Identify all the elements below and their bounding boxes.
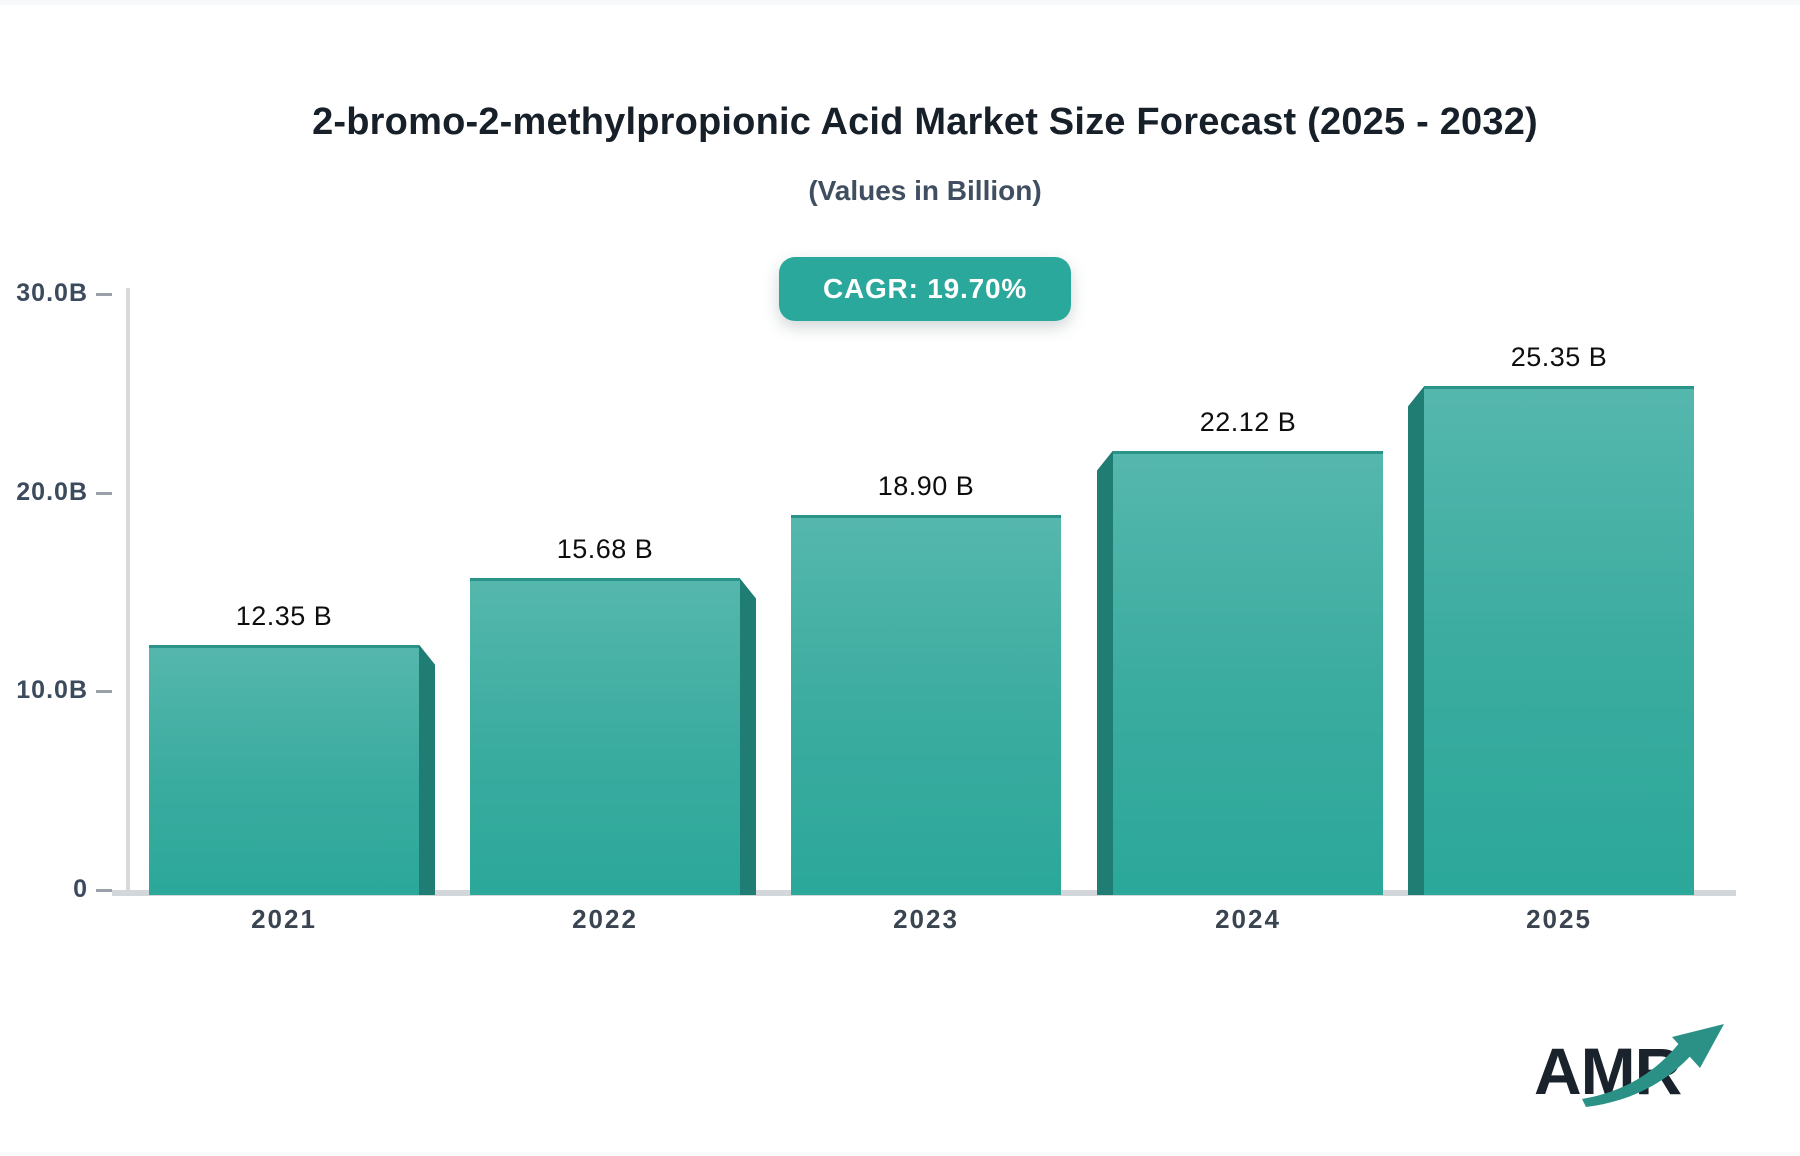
y-axis-tick-label: 0 — [73, 875, 88, 903]
x-axis-label: 2021 — [251, 904, 317, 934]
y-axis-tick-label: 20.0B — [16, 477, 88, 506]
x-axis-label: 2024 — [1215, 904, 1281, 934]
x-axis-label: 2022 — [572, 904, 638, 934]
x-axis-label: 2025 — [1526, 904, 1592, 934]
bar-2022[interactable] — [470, 578, 740, 895]
cagr-badge: CAGR: 19.70% — [779, 257, 1071, 321]
bar-2025[interactable] — [1424, 386, 1694, 895]
bar-side-panel — [419, 644, 435, 895]
x-axis-label: 2023 — [893, 904, 959, 934]
cagr-badge-label: CAGR: 19.70% — [822, 273, 1028, 304]
amr-logo: AMR — [1534, 1024, 1724, 1108]
bar-side-panel — [1097, 450, 1113, 895]
bar-value-label: 18.90 B — [877, 470, 975, 501]
bar-value-label: 25.35 B — [1510, 342, 1608, 373]
bar-value-label: 15.68 B — [556, 534, 654, 565]
chart-title: 2-bromo-2-methylpropionic Acid Market Si… — [312, 101, 1538, 143]
y-axis-tick-mark — [96, 690, 112, 694]
bar-value-label: 12.35 B — [235, 600, 333, 631]
y-axis-tick-mark — [96, 293, 112, 296]
y-axis-tick-label: 30.0B — [16, 279, 88, 307]
amr-logo-arrow-icon — [1582, 1024, 1724, 1107]
y-axis-line — [126, 288, 130, 896]
bar-2024[interactable] — [1113, 450, 1383, 895]
y-axis-tick-mark — [96, 491, 112, 495]
bar-2023[interactable] — [791, 514, 1061, 895]
bar-2021[interactable] — [149, 644, 419, 895]
bar-side-panel — [740, 578, 756, 895]
y-axis-tick-label: 10.0B — [16, 676, 88, 705]
bar-side-panel — [1408, 386, 1424, 895]
chart-subtitle: (Values in Billion) — [808, 175, 1042, 206]
bar-value-label: 22.12 B — [1199, 406, 1297, 437]
y-axis-tick-mark — [96, 889, 112, 892]
